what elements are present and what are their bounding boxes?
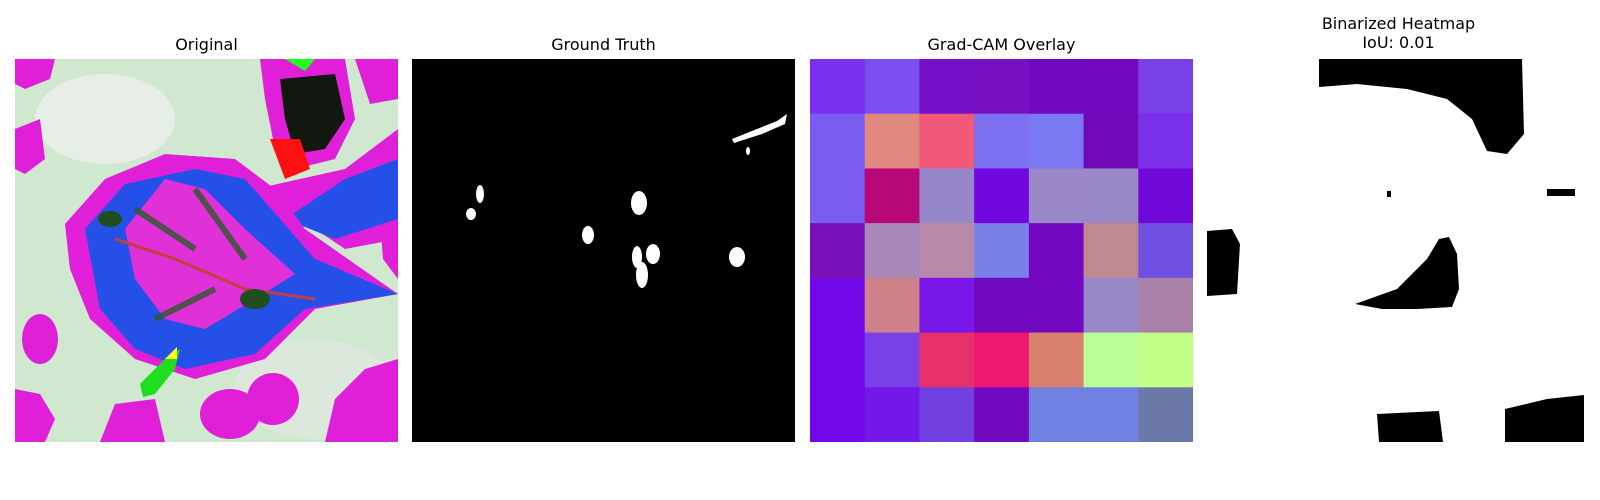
gradcam-cell [974,387,1030,442]
gradcam-cell [974,277,1030,334]
gradcam-cell [1028,332,1085,388]
gradcam-cell [810,113,866,169]
gradcam-cell [1083,168,1139,224]
gradcam-cell [864,168,920,224]
panel-title-binarized: Binarized Heatmap IoU: 0.01 [1207,14,1590,52]
gradcam-cell [1138,387,1193,442]
gradcam-cell [864,113,920,169]
gradcam-cell [810,332,866,388]
gradcam-cell [1083,332,1139,388]
gradcam-overlay [810,59,1193,442]
gradcam-cell [1138,223,1193,279]
gradcam-cell [1138,332,1193,388]
panel-title-gradcam: Grad-CAM Overlay [927,35,1076,54]
gradcam-cell [1138,113,1193,169]
ground-truth-mask [412,59,795,442]
gradcam-cell [810,223,866,279]
gradcam-cell [810,387,866,442]
gradcam-cell [919,387,975,442]
gradcam-cell [864,332,920,388]
gradcam-cell [919,332,975,388]
panel-title-original: Original [175,35,238,54]
gradcam-cell [810,277,866,334]
gradcam-cell [919,168,975,224]
gradcam-cell [1138,277,1193,334]
gradcam-cell [919,277,975,334]
gradcam-cell [1138,59,1193,115]
original-image [15,59,398,442]
gradcam-cell [810,168,866,224]
gradcam-cell [919,223,975,279]
gradcam-cell [974,59,1030,115]
gradcam-cell [1028,113,1085,169]
gradcam-cell [1083,387,1139,442]
panel-title-ground-truth: Ground Truth [551,35,656,54]
binarized-title-text: Binarized Heatmap [1321,14,1476,33]
gradcam-cell [1083,223,1139,279]
gradcam-cell [974,113,1030,169]
gradcam-cell [864,387,920,442]
gradcam-cell [1083,277,1139,334]
gradcam-cell [864,277,920,334]
gradcam-cell [1083,113,1139,169]
gradcam-cell [919,59,975,115]
gradcam-cell [1083,59,1139,115]
gradcam-heatmap-grid [810,59,1193,442]
gradcam-cell [864,223,920,279]
iou-score: IoU: 0.01 [1362,33,1435,52]
gradcam-cell [1028,168,1085,224]
gradcam-cell [1028,223,1085,279]
gradcam-cell [974,223,1030,279]
gradcam-cell [1028,277,1085,334]
gradcam-cell [974,168,1030,224]
gradcam-cell [1028,387,1085,442]
gradcam-cell [1138,168,1193,224]
binarized-heatmap [1207,59,1590,442]
gradcam-cell [1028,59,1085,115]
gradcam-cell [919,113,975,169]
gradcam-cell [864,59,920,115]
gradcam-cell [974,332,1030,388]
gradcam-cell [810,59,866,115]
